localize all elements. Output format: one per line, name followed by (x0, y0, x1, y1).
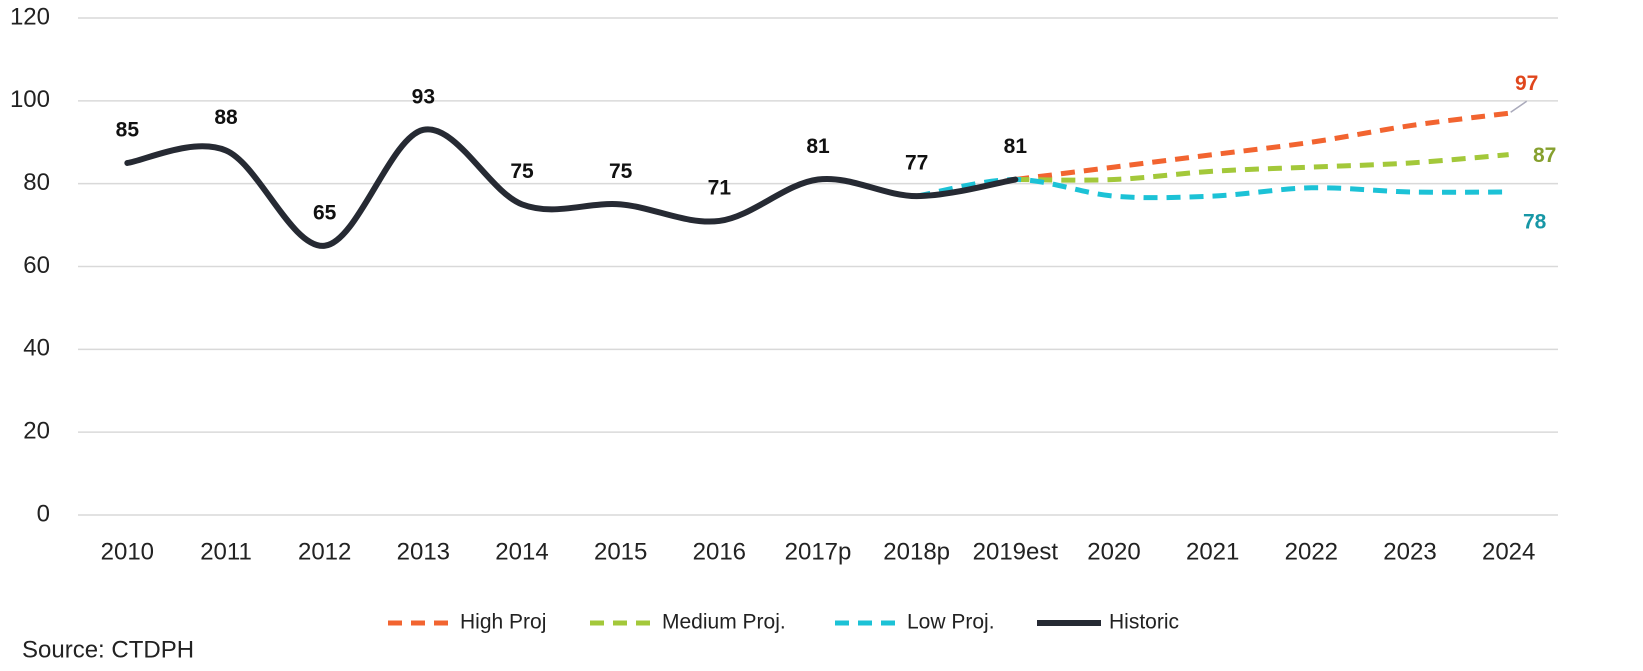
data-label: 87 (1533, 144, 1556, 167)
y-tick-label: 60 (23, 252, 50, 279)
data-label: 88 (214, 106, 238, 129)
x-tick-label: 2020 (1087, 538, 1140, 565)
x-tick-label: 2014 (495, 538, 548, 565)
x-tick-label: 2024 (1482, 538, 1535, 565)
data-label: 75 (609, 160, 633, 183)
x-tick-label: 2011 (200, 538, 252, 565)
series-line (124, 126, 1019, 249)
x-tick-label: 2016 (693, 538, 746, 565)
data-label: 93 (412, 85, 435, 108)
legend-label: Historic (1109, 611, 1179, 634)
data-label: 81 (1004, 135, 1028, 158)
y-tick-label: 100 (10, 86, 50, 113)
x-tick-label: 2022 (1285, 538, 1338, 565)
data-label: 81 (806, 135, 830, 158)
data-label: 75 (510, 160, 534, 183)
y-tick-label: 40 (23, 335, 50, 362)
data-label: 77 (905, 152, 928, 175)
data-label: 85 (116, 119, 140, 142)
series-line (1015, 110, 1509, 183)
series-line (1015, 152, 1509, 183)
data-label: 78 (1523, 210, 1547, 233)
source-note: Source: CTDPH (22, 636, 194, 663)
y-tick-label: 0 (37, 500, 50, 527)
y-tick-label: 120 (10, 3, 50, 30)
legend-label: Low Proj. (907, 611, 995, 634)
data-label: 97 (1515, 72, 1538, 95)
x-tick-label: 2021 (1186, 538, 1239, 565)
x-tick-label: 2017p (785, 538, 852, 565)
x-tick-label: 2015 (594, 538, 647, 565)
y-tick-label: 20 (23, 418, 50, 445)
leader-line (1510, 100, 1528, 113)
legend-label: Medium Proj. (662, 611, 786, 634)
y-tick-label: 80 (23, 169, 50, 196)
x-tick-label: 2012 (298, 538, 351, 565)
x-tick-label: 2018p (883, 538, 950, 565)
legend-label: High Proj (460, 611, 546, 634)
x-tick-label: 2013 (397, 538, 450, 565)
x-tick-label: 2010 (101, 538, 154, 565)
x-tick-label: 2019est (973, 538, 1059, 565)
x-tick-label: 2023 (1383, 538, 1436, 565)
data-label: 71 (708, 176, 732, 199)
data-label: 65 (313, 201, 337, 224)
